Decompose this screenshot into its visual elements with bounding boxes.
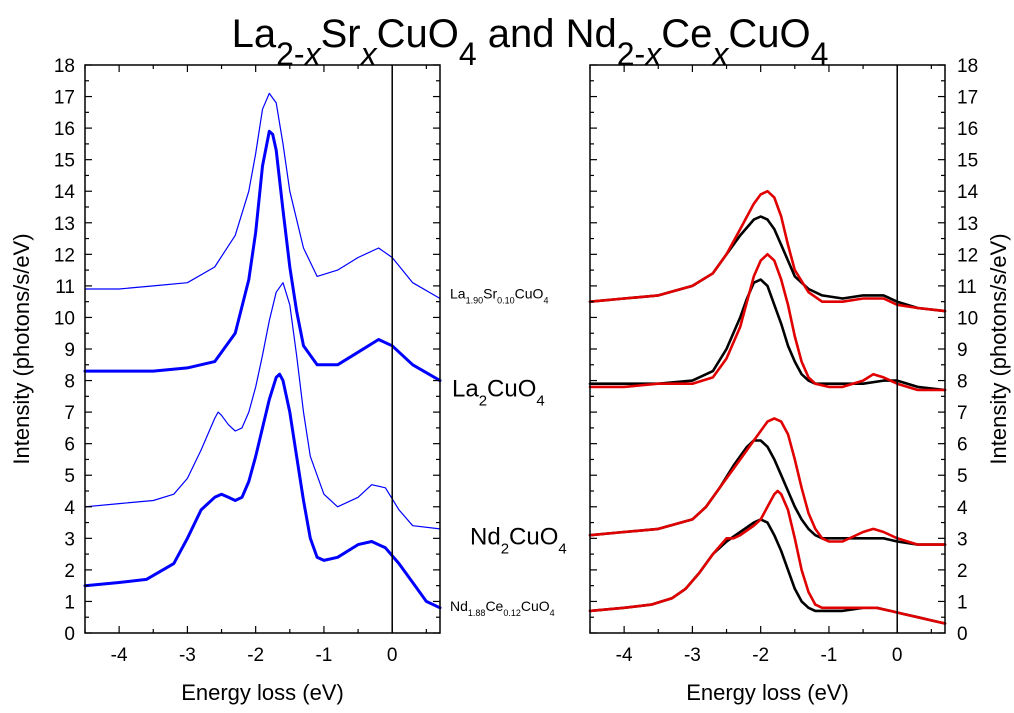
left-y-tick-label: 16: [54, 119, 75, 140]
left-x-tick-label: -1: [315, 645, 332, 666]
right-y-tick-label: 18: [957, 56, 978, 77]
left-y-tick-label: 1: [64, 592, 75, 613]
sample-labels: La1.90Sr0.10CuO4 La2CuO4 Nd2CuO4 Nd1.88Ce0.…: [450, 286, 567, 618]
right-y-tick-label: 7: [957, 403, 968, 424]
right-y-tick-label: 14: [957, 182, 979, 203]
right-y-tick-label: 15: [957, 151, 978, 172]
right-y-tick-label: 12: [957, 245, 978, 266]
right-y-tick-label: 3: [957, 529, 968, 550]
right-series-line-8: [588, 489, 947, 625]
right-x-tick-label: -3: [684, 645, 701, 666]
left-plot-lines: [83, 65, 442, 633]
left-y-tick-label: 0: [64, 624, 75, 645]
sample-label-la2cuo4: La2CuO4: [452, 375, 545, 409]
right-series-line-6: [588, 417, 947, 546]
right-x-tick-label: 0: [892, 645, 903, 666]
left-y-tick-label: 14: [54, 182, 76, 203]
right-y-tick-label: 16: [957, 119, 978, 140]
sample-label-nd2cuo4: Nd2CuO4: [470, 524, 567, 558]
right-y-tick-label: 10: [957, 308, 978, 329]
right-y-tick-label: 0: [957, 624, 968, 645]
right-y-tick-label: 2: [957, 561, 968, 582]
right-series-line-2: [588, 189, 947, 313]
right-y-tick-label: 13: [957, 214, 978, 235]
right-y-axis-label: Intensity (photons/s/eV): [986, 233, 1011, 464]
left-y-tick-label: 17: [54, 88, 75, 109]
left-x-tick-label: 0: [387, 645, 398, 666]
right-y-tick-label: 1: [957, 592, 968, 613]
left-y-tick-label: 2: [64, 561, 75, 582]
right-plot-lines: [588, 65, 947, 633]
left-y-tick-label: 5: [64, 466, 75, 487]
right-y-tick-label: 6: [957, 435, 968, 456]
left-y-tick-label: 9: [64, 340, 75, 361]
left-series-line-1: [84, 92, 441, 300]
right-y-tick-label: 8: [957, 372, 968, 393]
left-x-tick-label: -4: [111, 645, 128, 666]
left-x-tick-label: -2: [247, 645, 264, 666]
left-series-line-2: [83, 129, 442, 383]
left-x-axis-label: Energy loss (eV): [181, 680, 344, 705]
right-y-tick-label: 4: [957, 498, 968, 519]
left-x-tick-label: -3: [179, 645, 196, 666]
left-y-tick-label: 7: [64, 403, 75, 424]
left-y-axis-label: Intensity (photons/s/eV): [9, 233, 34, 464]
left-y-tick-label: 8: [64, 372, 75, 393]
sample-label-nd188: Nd1.88Ce0.12CuO4: [450, 598, 555, 618]
figure-title: La2-xSrxCuO4 and Nd2-xCexCuO4: [232, 12, 829, 72]
right-series-line-3: [588, 278, 947, 392]
left-y-tick-label: 10: [54, 308, 75, 329]
right-y-tick-label: 17: [957, 88, 978, 109]
right-y-tick-label: 9: [957, 340, 968, 361]
left-y-tick-label: 18: [54, 56, 75, 77]
left-y-tick-label: 6: [64, 435, 75, 456]
right-x-tick-label: -1: [820, 645, 837, 666]
left-y-tick-label: 15: [54, 151, 75, 172]
left-y-tick-label: 11: [55, 277, 75, 298]
right-x-tick-label: -2: [752, 645, 769, 666]
right-x-axis-label: Energy loss (eV): [686, 680, 849, 705]
right-plot-frame: [589, 64, 946, 634]
left-y-tick-label: 13: [54, 214, 75, 235]
left-series-line-3: [84, 282, 441, 530]
right-y-tick-label: 5: [957, 466, 968, 487]
left-y-tick-label: 3: [64, 529, 75, 550]
right-y-tick-label: 11: [957, 277, 977, 298]
left-series-line-4: [83, 372, 442, 610]
left-y-tick-label: 12: [54, 245, 75, 266]
sample-label-la190: La1.90Sr0.10CuO4: [450, 286, 548, 306]
left-y-tick-label: 4: [64, 498, 75, 519]
right-series-line-4: [588, 253, 947, 392]
right-x-tick-label: -4: [616, 645, 633, 666]
